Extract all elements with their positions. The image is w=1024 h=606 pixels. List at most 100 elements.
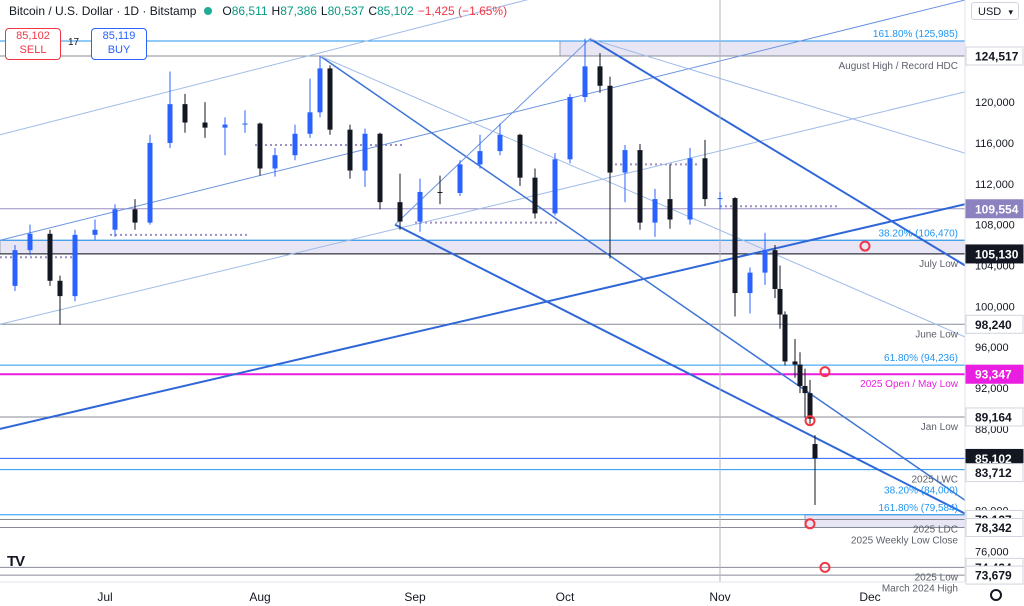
y-tick-label: 112,000	[975, 179, 1014, 191]
y-tick-label: 96,000	[975, 342, 1009, 354]
price-tag-label: 93,347	[975, 368, 1012, 382]
candle-body	[567, 97, 573, 160]
level-label: 2025 Weekly Low Close	[851, 535, 959, 546]
candle-body	[457, 164, 463, 193]
candle-body	[802, 385, 808, 394]
candle-body	[92, 229, 98, 235]
price-tag	[965, 517, 1024, 537]
buy-button[interactable]: 85,119 BUY	[91, 28, 147, 60]
candle-body	[27, 233, 33, 251]
x-tick-label: Dec	[859, 590, 880, 604]
candle-body	[347, 129, 353, 171]
candle-body	[687, 158, 693, 220]
symbol-title[interactable]: Bitcoin / U.S. Dollar · 1D · Bitstamp	[9, 4, 197, 18]
high-label: H	[271, 4, 281, 18]
y-tick-label: 92,000	[975, 383, 1009, 395]
price-tag-label: 89,164	[975, 410, 1012, 424]
candle-body	[132, 209, 138, 223]
candle-body	[112, 209, 118, 230]
candle-body	[167, 104, 173, 143]
candle-body	[792, 361, 798, 365]
level-marker	[859, 240, 871, 252]
x-tick-label: Oct	[556, 590, 575, 604]
candle-body	[362, 133, 368, 171]
price-tag	[965, 407, 1024, 427]
x-tick-label: Jul	[97, 590, 112, 604]
gear-icon[interactable]	[990, 589, 1002, 601]
candle-body	[762, 250, 768, 273]
candle-body	[797, 364, 803, 386]
candle-body	[532, 177, 538, 214]
level-marker	[804, 518, 816, 530]
candle-body	[667, 199, 673, 220]
support-zone	[0, 239, 965, 255]
candle-body	[57, 280, 63, 297]
candle-body	[747, 272, 753, 294]
candle-body	[12, 250, 18, 286]
candle-body	[782, 314, 788, 362]
trend-line	[394, 223, 965, 515]
close-value: 85,102	[376, 4, 414, 18]
level-label: June Low	[915, 329, 959, 340]
price-tag-label: 73,679	[975, 569, 1012, 583]
price-tag-label: 124,517	[975, 49, 1019, 63]
candle-body	[397, 202, 403, 222]
open-value: 86,511	[231, 4, 268, 18]
candle-body	[47, 233, 53, 281]
currency-selector[interactable]: USD ▾	[971, 2, 1019, 20]
price-tag	[965, 244, 1024, 264]
price-tag	[965, 565, 1024, 585]
candle-body	[777, 288, 783, 315]
candle-body	[317, 68, 323, 113]
candle-body	[377, 133, 383, 203]
candle-body	[582, 66, 588, 97]
level-label: 38.20% (84,000)	[884, 486, 958, 497]
candle-body	[652, 199, 658, 223]
change-value: −1,425 (−1.65%)	[417, 4, 508, 18]
y-tick-label: 120,000	[975, 97, 1015, 109]
candle-body	[732, 198, 738, 294]
candle-body	[242, 123, 248, 125]
candle-body	[292, 133, 298, 156]
sell-label: SELL	[19, 44, 47, 56]
level-marker	[819, 366, 831, 378]
price-tag	[965, 314, 1024, 334]
candle-body	[807, 393, 813, 419]
trend-line	[0, 91, 965, 325]
price-axis-panel	[965, 22, 1024, 582]
candle-body	[147, 142, 153, 223]
level-label: March 2024 High	[882, 583, 958, 594]
price-tag-label: 85,102	[975, 452, 1012, 466]
tradingview-logo-icon: TV	[7, 553, 25, 570]
level-label: 2025 LDC	[913, 524, 958, 535]
buy-price: 85,119	[102, 30, 136, 42]
x-tick-label: Nov	[709, 590, 730, 604]
sell-button[interactable]: 85,102 SELL	[5, 28, 61, 60]
open-label: O	[222, 4, 232, 18]
candle-body	[417, 191, 423, 222]
sell-price: 85,102	[16, 30, 50, 42]
level-marker	[804, 415, 816, 427]
candle-body	[72, 234, 78, 297]
y-tick-label: 104,000	[975, 260, 1015, 272]
level-label: 2025 LWC	[911, 475, 958, 486]
level-marker	[819, 561, 831, 573]
high-value: 87,386	[280, 4, 317, 18]
y-tick-label: 76,000	[975, 546, 1009, 558]
y-tick-label: 108,000	[975, 220, 1015, 232]
chevron-down-icon: ▾	[1008, 7, 1013, 17]
price-tag-label: 83,712	[975, 466, 1012, 480]
candle-body	[607, 85, 613, 173]
trend-line	[319, 55, 965, 501]
price-tag	[965, 46, 1024, 66]
candle-body	[182, 104, 188, 123]
level-label: 161.80% (79,584)	[878, 503, 958, 514]
trend-line	[0, 0, 529, 136]
level-label: 2025 Low	[915, 572, 959, 583]
candle-body	[812, 444, 818, 459]
y-tick-label: 88,000	[975, 424, 1009, 436]
level-label: August High / Record HDC	[839, 61, 959, 72]
price-tag-label: 105,130	[975, 247, 1019, 261]
trend-line	[589, 37, 965, 267]
